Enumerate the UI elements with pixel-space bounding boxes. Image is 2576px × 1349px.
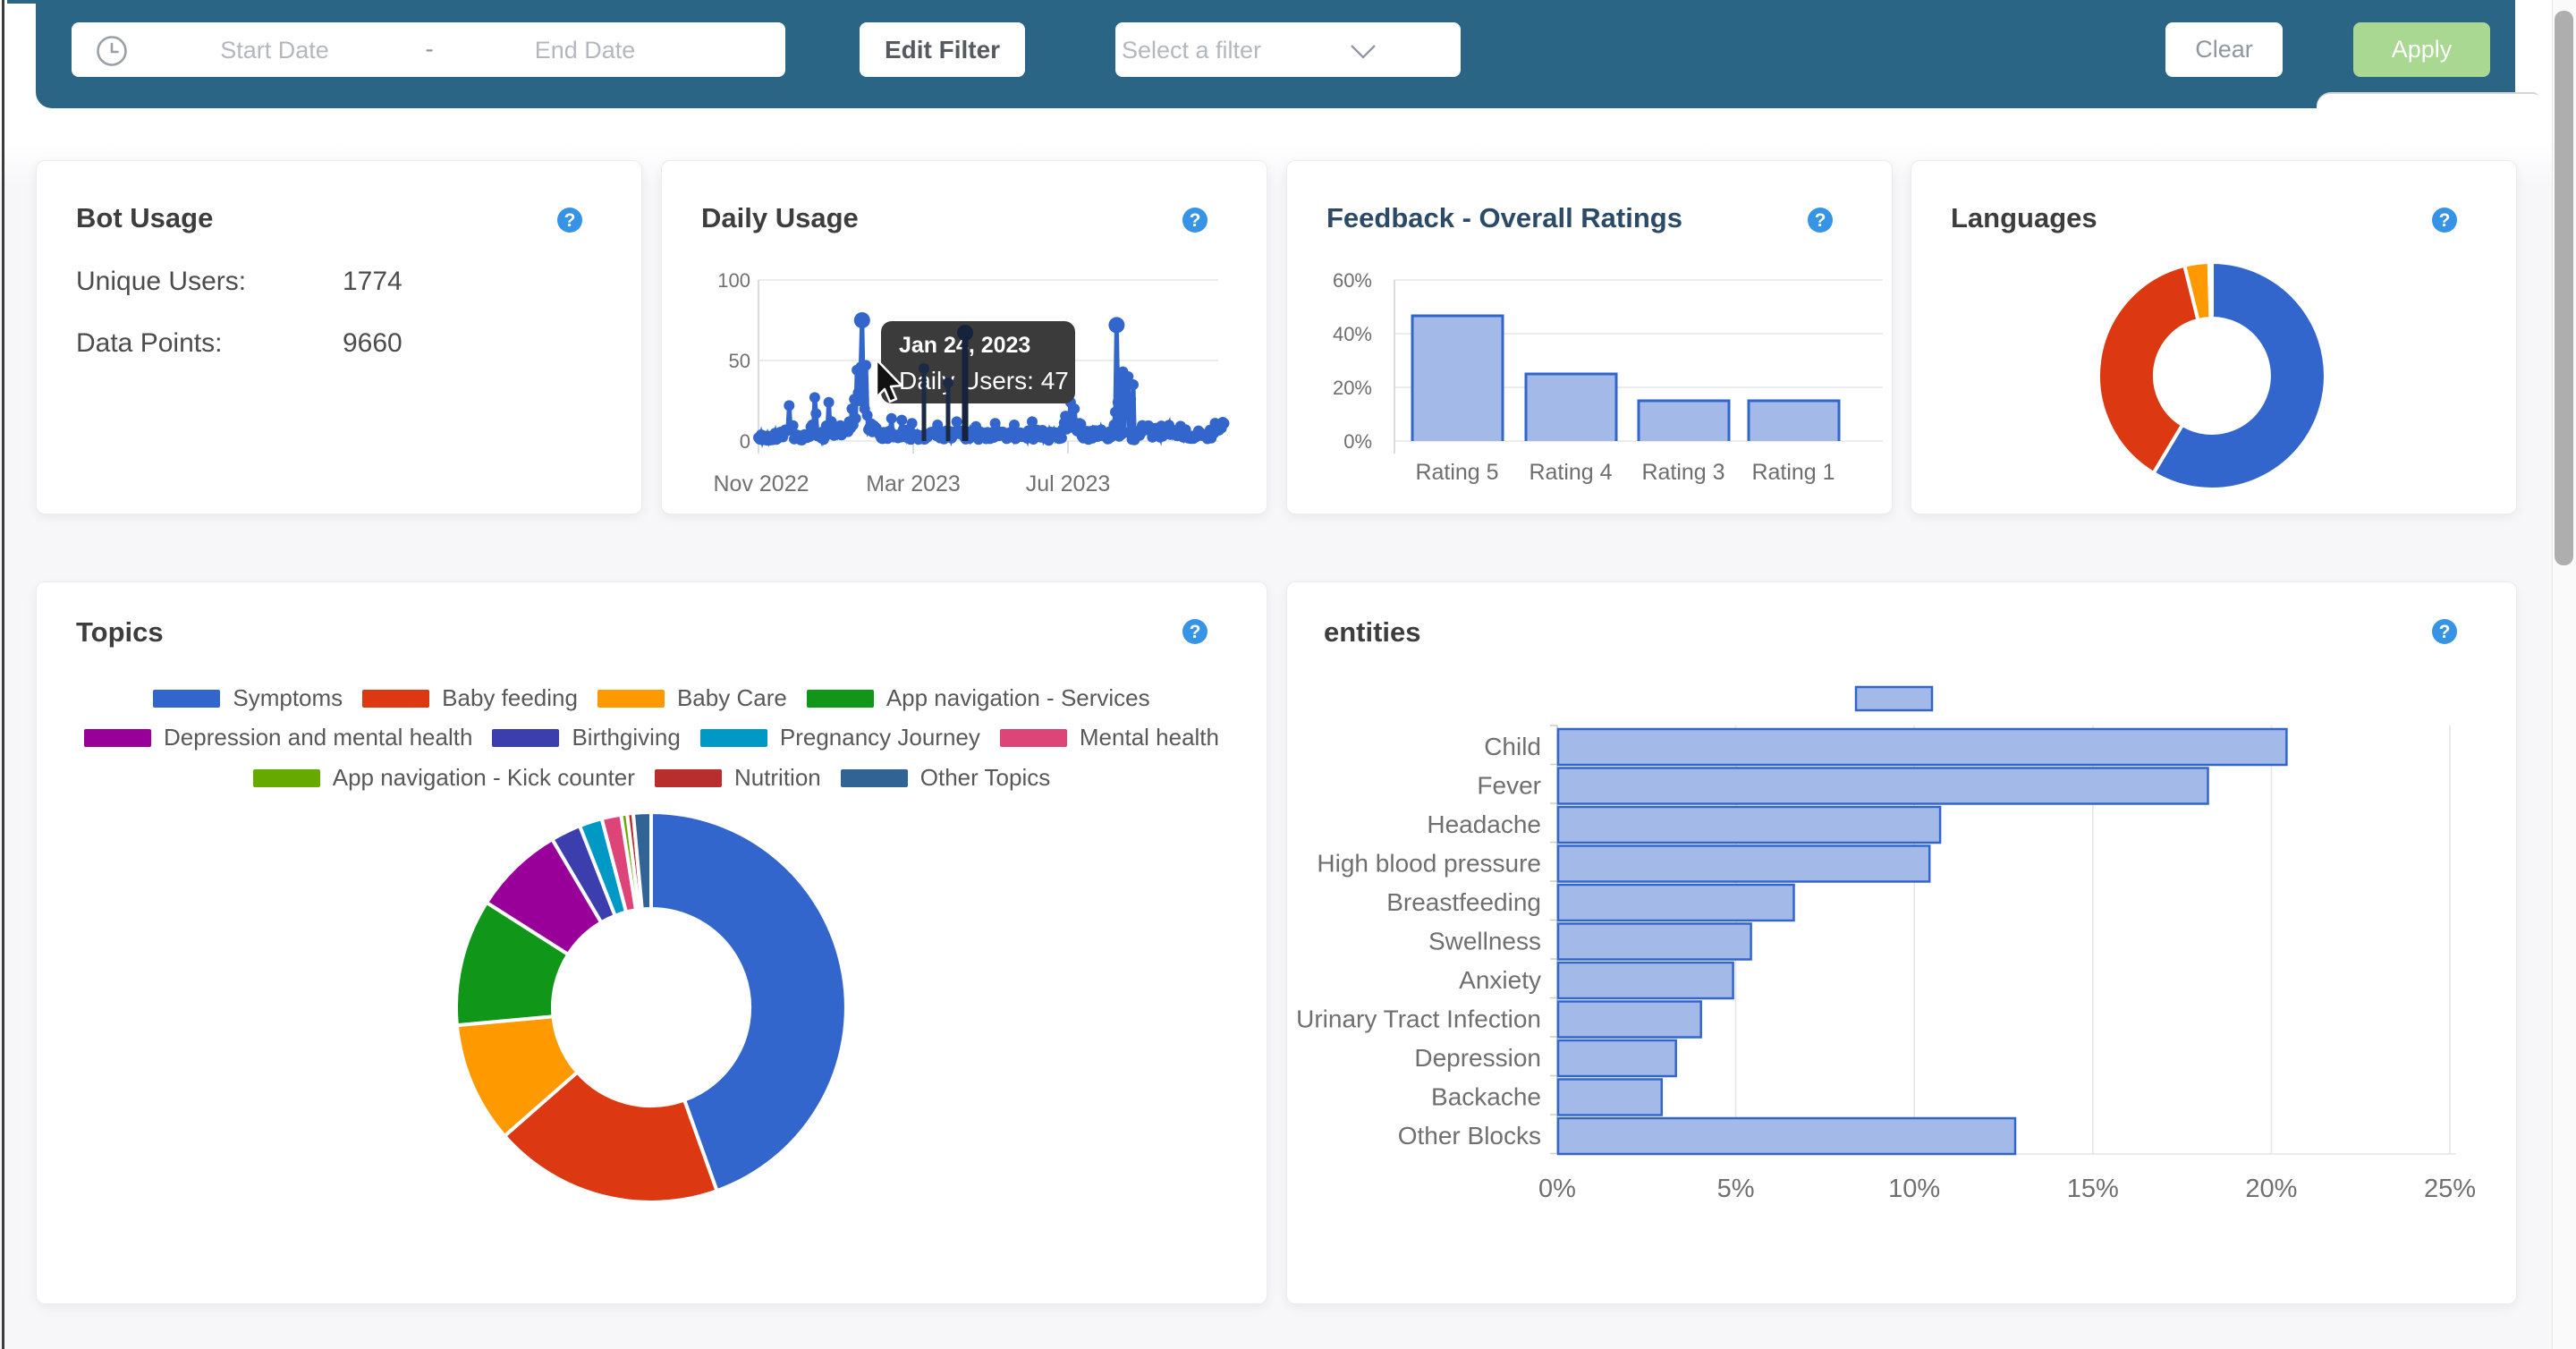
svg-text:10%: 10% (1888, 1175, 1940, 1203)
svg-text:15%: 15% (2067, 1175, 2119, 1203)
svg-text:Rating 1: Rating 1 (1751, 460, 1835, 485)
svg-text:Rating 5: Rating 5 (1415, 460, 1498, 485)
svg-text:High blood pressure: High blood pressure (1317, 850, 1541, 878)
svg-text:Urinary Tract Infection: Urinary Tract Infection (1296, 1005, 1541, 1033)
svg-text:0: 0 (740, 430, 750, 453)
svg-text:Backache: Backache (1431, 1083, 1541, 1111)
svg-text:Headache: Headache (1427, 810, 1541, 838)
svg-text:Nov 2022: Nov 2022 (713, 471, 809, 496)
svg-text:25%: 25% (2424, 1175, 2476, 1203)
svg-text:20%: 20% (2245, 1175, 2297, 1203)
svg-text:Rating 4: Rating 4 (1529, 460, 1612, 485)
svg-text:Anxiety: Anxiety (1459, 966, 1541, 994)
svg-text:60%: 60% (1333, 269, 1372, 292)
svg-text:Rating 3: Rating 3 (1641, 460, 1724, 485)
svg-text:50: 50 (729, 350, 750, 372)
svg-text:5%: 5% (1717, 1175, 1755, 1203)
svg-text:Swellness: Swellness (1428, 928, 1541, 955)
svg-text:0%: 0% (1343, 430, 1372, 453)
svg-text:40%: 40% (1333, 323, 1372, 345)
svg-text:Breastfeeding: Breastfeeding (1386, 888, 1541, 916)
svg-text:Mar 2023: Mar 2023 (866, 471, 961, 496)
svg-text:Depression: Depression (1414, 1044, 1541, 1072)
svg-text:0%: 0% (1538, 1175, 1576, 1203)
svg-text:Child: Child (1484, 733, 1541, 760)
svg-text:100: 100 (717, 269, 750, 292)
svg-text:Other Blocks: Other Blocks (1398, 1122, 1541, 1150)
svg-text:Jul 2023: Jul 2023 (1026, 471, 1111, 496)
svg-text:Fever: Fever (1477, 772, 1541, 800)
svg-text:20%: 20% (1333, 377, 1372, 399)
